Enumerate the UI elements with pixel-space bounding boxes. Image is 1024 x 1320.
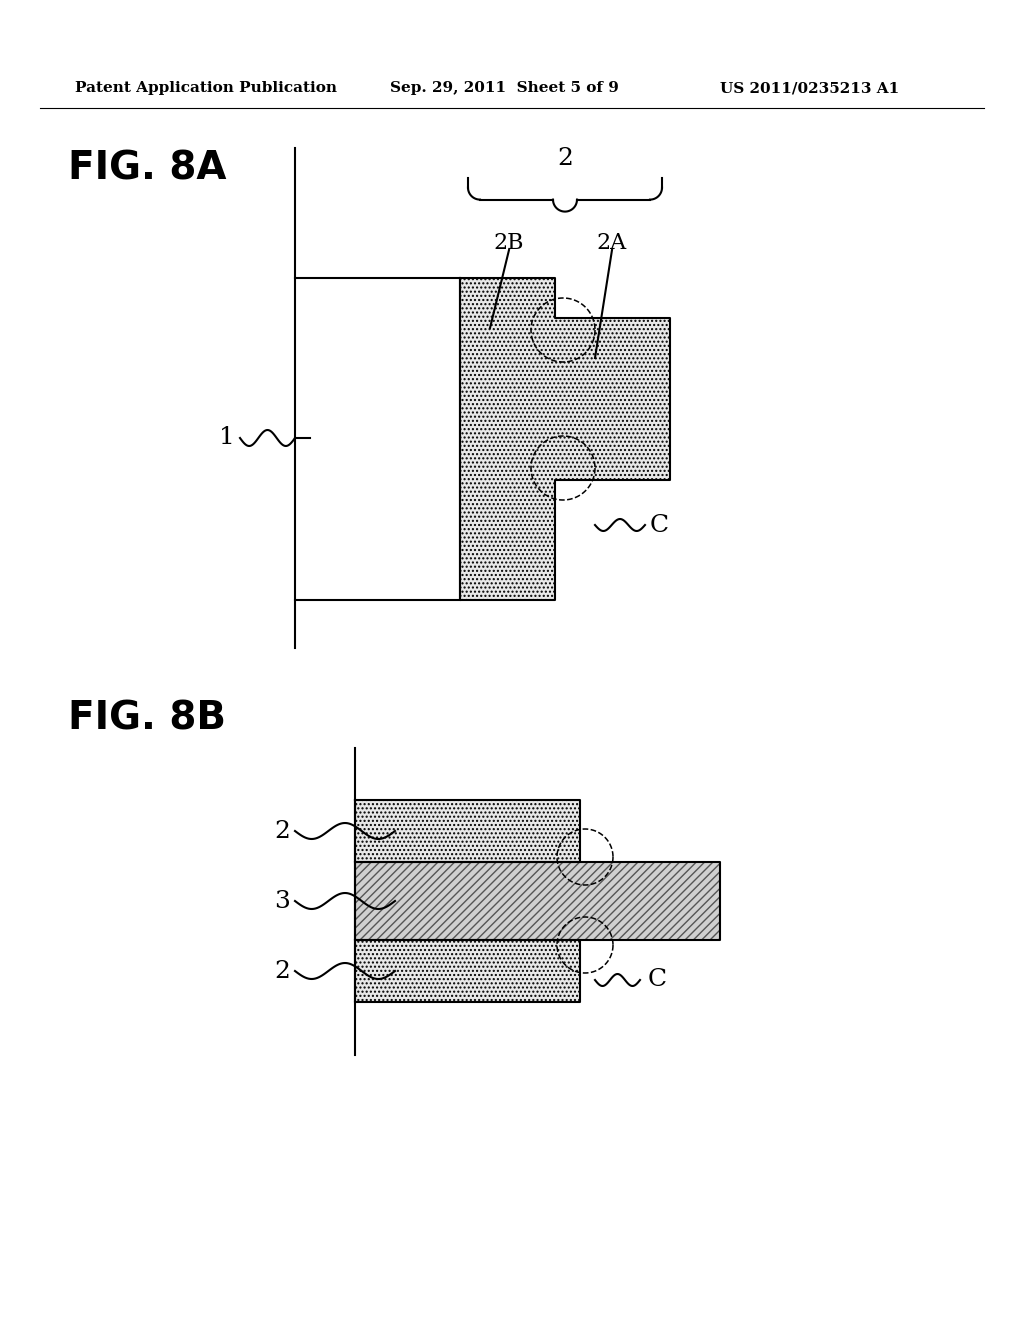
Text: Patent Application Publication: Patent Application Publication [75,81,337,95]
Polygon shape [355,862,720,940]
Text: Sep. 29, 2011  Sheet 5 of 9: Sep. 29, 2011 Sheet 5 of 9 [390,81,618,95]
Text: 2B: 2B [494,232,524,253]
Text: 2A: 2A [597,232,627,253]
Text: C: C [650,513,669,536]
Polygon shape [355,800,580,862]
Text: C: C [648,969,667,991]
Text: 3: 3 [274,890,290,912]
Polygon shape [460,279,670,601]
Polygon shape [295,279,460,601]
Text: US 2011/0235213 A1: US 2011/0235213 A1 [720,81,899,95]
Text: FIG. 8A: FIG. 8A [68,150,226,187]
Text: 2: 2 [274,960,290,982]
Text: 1: 1 [219,426,234,450]
Text: 2: 2 [557,147,573,170]
Text: FIG. 8B: FIG. 8B [68,700,226,738]
Text: 2: 2 [274,820,290,842]
Polygon shape [355,940,580,1002]
